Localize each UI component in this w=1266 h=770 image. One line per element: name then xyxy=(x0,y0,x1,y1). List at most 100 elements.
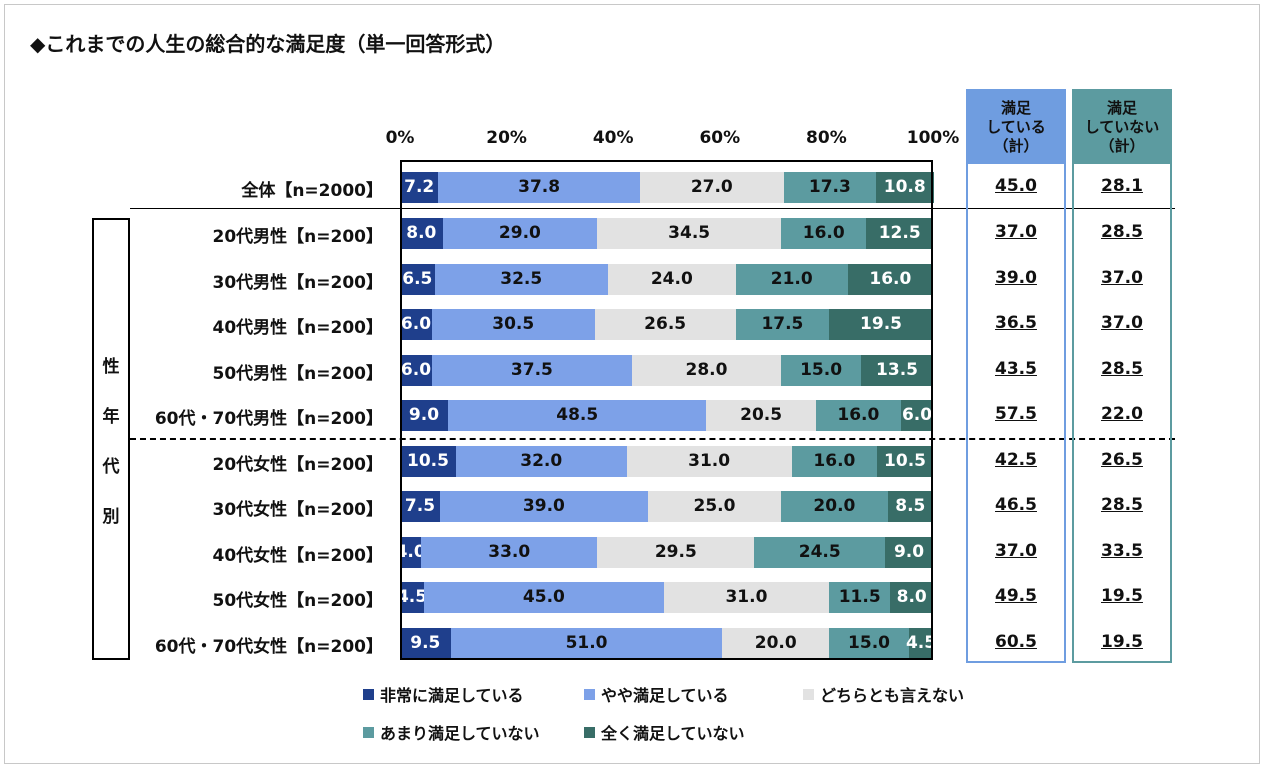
data-label: 28.0 xyxy=(685,360,728,380)
data-label: 39.0 xyxy=(522,496,565,516)
bar-segment: 6.0 xyxy=(901,399,933,431)
bar-segment: 6.0 xyxy=(400,354,432,386)
data-label: 29.5 xyxy=(654,542,697,562)
summary-value: 60.5 xyxy=(995,632,1037,652)
bar-segment: 13.5 xyxy=(861,354,933,386)
summary-header-line: 満足 xyxy=(1000,98,1031,117)
bar-segment: 19.5 xyxy=(829,308,933,340)
data-label: 16.0 xyxy=(837,405,880,425)
data-label: 20.0 xyxy=(813,496,856,516)
data-label: 19.5 xyxy=(860,314,902,334)
bar-segment: 17.5 xyxy=(735,308,830,340)
x-tick-label: 20% xyxy=(486,128,527,148)
figure-frame xyxy=(4,4,1260,764)
legend-item: あまり満足していない xyxy=(363,720,540,744)
category-label: 20代男性【n=200】 xyxy=(212,227,384,247)
summary-header-line: （計） xyxy=(1099,136,1145,155)
data-label: 33.0 xyxy=(488,542,531,562)
data-label: 4.0 xyxy=(395,542,426,562)
bar-segment: 4.0 xyxy=(395,536,426,568)
data-label: 10.5 xyxy=(407,451,449,471)
data-label: 4.5 xyxy=(396,587,428,607)
bar-segment: 32.5 xyxy=(434,263,608,295)
summary-value: 28.5 xyxy=(1101,495,1143,515)
data-label: 4.5 xyxy=(905,633,937,653)
bar-segment: 7.2 xyxy=(400,171,439,203)
data-label: 16.0 xyxy=(869,269,912,289)
bar-segment: 32.0 xyxy=(455,445,627,477)
bar-segment: 12.5 xyxy=(866,217,933,249)
bar-segment: 6.0 xyxy=(400,308,432,340)
bar-segment: 15.0 xyxy=(781,354,862,386)
bar-segment: 15.0 xyxy=(829,627,909,659)
bar-segment: 45.0 xyxy=(423,581,664,613)
summary-value: 22.0 xyxy=(1101,404,1143,424)
bar-segment: 34.5 xyxy=(597,217,782,249)
data-label: 9.5 xyxy=(410,633,441,653)
data-label: 29.0 xyxy=(498,223,541,243)
data-label: 10.8 xyxy=(883,177,926,197)
legend-swatch xyxy=(363,688,374,700)
bar-segment: 37.5 xyxy=(431,354,632,386)
data-label: 32.0 xyxy=(520,451,563,471)
data-label: 30.5 xyxy=(492,314,535,334)
bar-segment: 51.0 xyxy=(450,627,723,659)
bar-segment: 9.0 xyxy=(400,399,448,431)
summary-value: 43.5 xyxy=(995,359,1037,379)
legend-swatch xyxy=(363,726,374,738)
group-label-box: 性年代別 xyxy=(92,218,130,660)
bar-segment: 29.5 xyxy=(597,536,755,568)
bar-segment: 48.5 xyxy=(447,399,707,431)
legend-label: やや満足している xyxy=(601,686,729,705)
group-label-char: 年 xyxy=(102,407,120,427)
plot-area xyxy=(400,160,933,660)
summary-value: 28.1 xyxy=(1101,176,1143,196)
category-label: 50代男性【n=200】 xyxy=(212,364,384,384)
bar-segment: 10.8 xyxy=(875,171,934,203)
summary-column-header: 満足 している （計） xyxy=(968,90,1064,164)
summary-value: 37.0 xyxy=(995,222,1037,242)
bar-segment: 29.0 xyxy=(442,217,598,249)
category-label: 20代女性【n=200】 xyxy=(212,455,384,475)
summary-header-line: している xyxy=(986,117,1046,136)
category-label: 60代・70代女性【n=200】 xyxy=(154,637,383,657)
summary-value: 19.5 xyxy=(1101,632,1143,652)
bar-segment: 16.0 xyxy=(791,445,878,477)
bar-segment: 25.0 xyxy=(647,490,782,522)
bar-segment: 9.0 xyxy=(885,536,933,568)
summary-value: 39.0 xyxy=(995,268,1037,288)
data-label: 15.0 xyxy=(800,360,843,380)
data-label: 31.0 xyxy=(688,451,731,471)
legend-label: どちらとも言えない xyxy=(820,686,965,705)
data-label: 24.0 xyxy=(650,269,693,289)
bar-segment: 20.5 xyxy=(706,399,816,431)
bar-segment: 16.0 xyxy=(847,263,933,295)
summary-value: 37.0 xyxy=(995,541,1037,561)
summary-value: 36.5 xyxy=(995,313,1037,333)
bar-segment: 20.0 xyxy=(722,627,830,659)
bar-segment: 10.5 xyxy=(877,445,933,477)
summary-value: 33.5 xyxy=(1101,541,1143,561)
bar-segment: 17.3 xyxy=(783,171,876,203)
summary-value: 57.5 xyxy=(995,404,1037,424)
bar-segment: 7.5 xyxy=(400,490,440,522)
summary-value: 28.5 xyxy=(1101,359,1143,379)
bar-segment: 10.5 xyxy=(400,445,456,477)
category-label: 40代男性【n=200】 xyxy=(212,318,384,338)
data-label: 21.0 xyxy=(770,269,813,289)
summary-value: 46.5 xyxy=(995,495,1037,515)
data-label: 32.5 xyxy=(500,269,543,289)
legend-swatch xyxy=(803,688,814,700)
summary-value: 19.5 xyxy=(1101,586,1143,606)
summary-value: 49.5 xyxy=(995,586,1037,606)
data-label: 6.0 xyxy=(901,405,933,425)
legend-item: 全く満足していない xyxy=(584,720,745,744)
bar-segment: 24.5 xyxy=(754,536,886,568)
bar-segment: 16.0 xyxy=(781,217,867,249)
data-label: 6.5 xyxy=(402,269,433,289)
bar-segment: 31.0 xyxy=(663,581,830,613)
data-label: 9.0 xyxy=(893,542,925,562)
x-tick-label: 80% xyxy=(806,128,847,148)
data-label: 7.2 xyxy=(404,177,435,197)
data-label: 48.5 xyxy=(556,405,599,425)
